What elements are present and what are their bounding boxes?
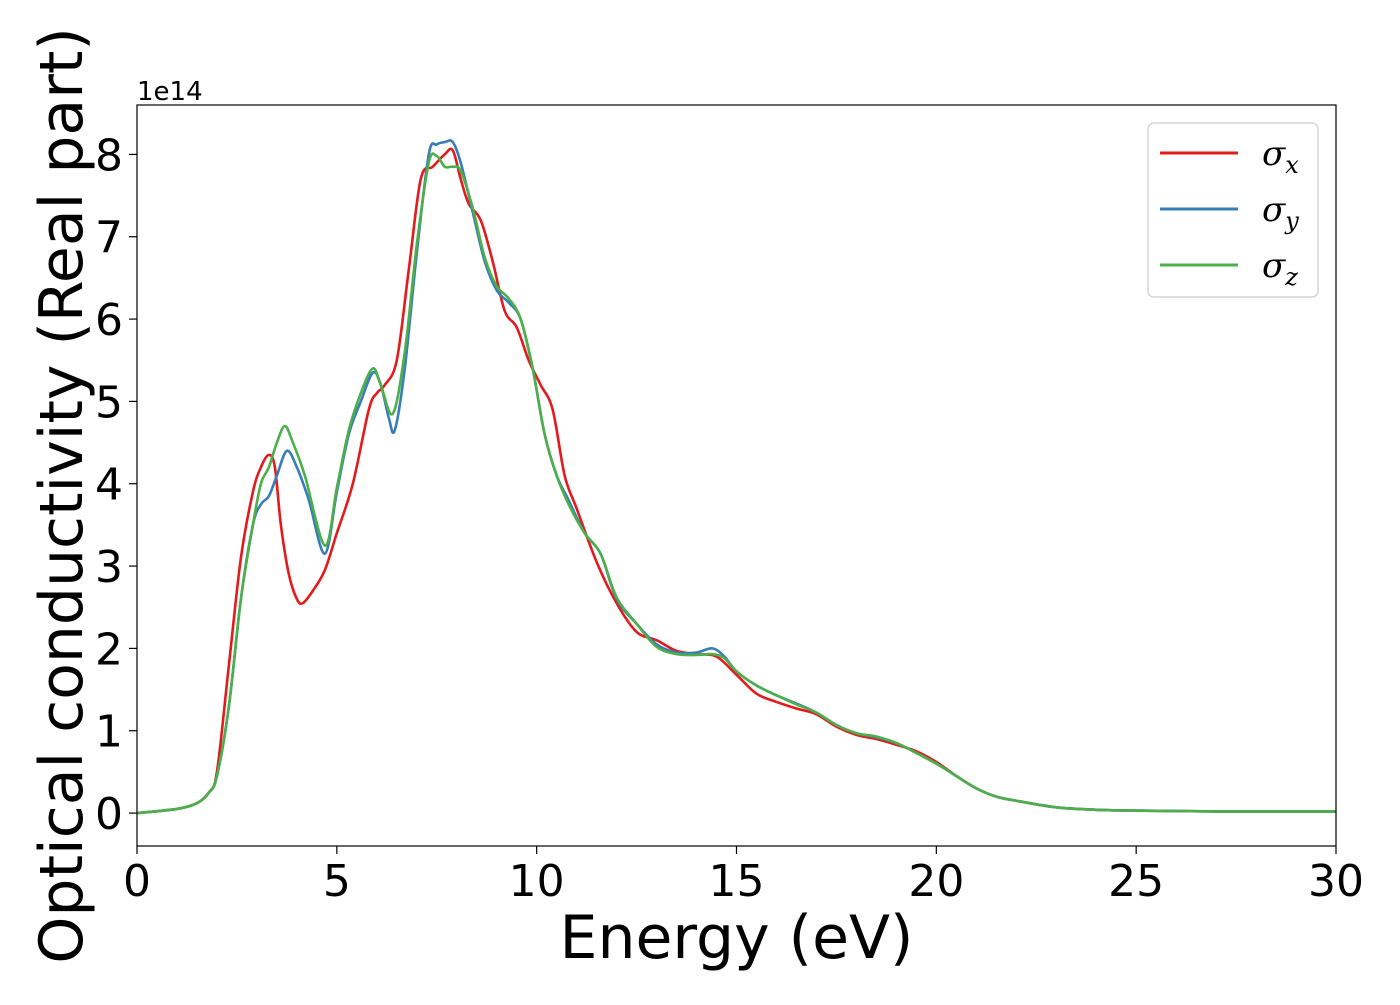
legend-label-sigma-y: σy: [1262, 190, 1299, 235]
y-tick-label: 0: [95, 789, 123, 840]
y-tick-label: 1: [95, 707, 123, 758]
y-tick-label: 2: [95, 624, 123, 675]
legend-subscript: x: [1285, 151, 1299, 179]
y-tick-label: 3: [95, 542, 123, 593]
y-tick-label: 8: [95, 130, 123, 181]
legend-label-sigma-z: σz: [1262, 246, 1298, 291]
y-tick-label: 4: [95, 460, 123, 511]
x-tick-label: 10: [509, 856, 565, 907]
y-tick-label: 7: [95, 213, 123, 264]
x-tick-label: 30: [1308, 856, 1364, 907]
y-tick-label: 6: [95, 295, 123, 346]
x-axis-label: Energy (eV): [560, 903, 914, 973]
legend-symbol: σ: [1262, 246, 1286, 286]
legend-symbol: σ: [1262, 134, 1286, 174]
axes-layer: 0 5 10 15 20 25 30 0 1 2 3 4 5 6 7 8: [95, 104, 1364, 907]
x-tick-label: 0: [123, 856, 151, 907]
legend-symbol: σ: [1262, 190, 1286, 230]
series-layer: [136, 139, 1337, 815]
legend-label-sigma-x: σx: [1262, 134, 1299, 179]
y-offset-label: 1e14: [137, 77, 203, 107]
x-tick-label: 20: [908, 856, 964, 907]
legend-subscript: y: [1284, 207, 1299, 235]
x-tick-label: 15: [709, 856, 765, 907]
y-tick-label: 5: [95, 377, 123, 428]
x-tick-label: 25: [1108, 856, 1164, 907]
legend-subscript: z: [1284, 263, 1298, 291]
x-tick-label: 5: [323, 856, 351, 907]
series-line-sigma-z: [136, 152, 1337, 815]
y-axis-label: Optical conductivity (Real part): [27, 27, 97, 964]
